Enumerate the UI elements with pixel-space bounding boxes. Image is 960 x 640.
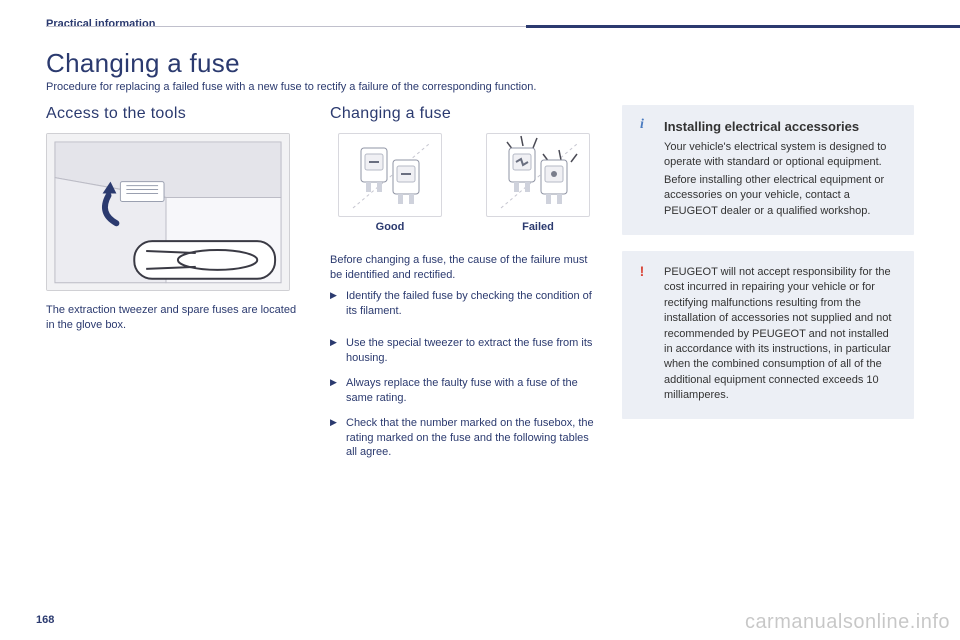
warning-paragraph: PEUGEOT will not accept responsibility f… bbox=[664, 265, 898, 404]
fuse-comparison-row: Good bbox=[330, 133, 598, 233]
fuse-failed-label: Failed bbox=[478, 221, 598, 233]
info-paragraph-1: Your vehicle's electrical system is desi… bbox=[664, 140, 898, 171]
glovebox-illustration bbox=[46, 133, 290, 291]
watermark: carmanualsonline.info bbox=[745, 611, 950, 634]
left-heading: Access to the tools bbox=[46, 105, 306, 123]
info-icon: i bbox=[632, 115, 652, 135]
bullet-extract: Use the special tweezer to extract the f… bbox=[330, 336, 598, 366]
bullet-replace: Always replace the faulty fuse with a fu… bbox=[330, 376, 598, 406]
content-columns: Access to the tools bbox=[46, 105, 914, 470]
mid-heading: Changing a fuse bbox=[330, 105, 598, 123]
page-title: Changing a fuse bbox=[46, 48, 914, 79]
mid-bullet-list-2: Use the special tweezer to extract the f… bbox=[330, 336, 598, 460]
warning-box-responsibility: ! PEUGEOT will not accept responsibility… bbox=[622, 251, 914, 420]
warning-icon: ! bbox=[632, 261, 652, 281]
info-box-accessories: i Installing electrical accessories Your… bbox=[622, 105, 914, 235]
page-number: 168 bbox=[36, 614, 54, 626]
left-caption: The extraction tweezer and spare fuses a… bbox=[46, 303, 306, 333]
header-rule bbox=[46, 25, 960, 28]
column-left: Access to the tools bbox=[46, 105, 306, 470]
mid-intro-para: Before changing a fuse, the cause of the… bbox=[330, 253, 598, 283]
section-eyebrow: Practical information bbox=[46, 18, 914, 30]
fuse-good-label: Good bbox=[330, 221, 450, 233]
bullet-identify: Identify the failed fuse by checking the… bbox=[330, 289, 598, 319]
mid-bullet-list-1: Identify the failed fuse by checking the… bbox=[330, 289, 598, 319]
page-subtitle: Procedure for replacing a failed fuse wi… bbox=[46, 81, 914, 93]
fuse-good-illustration bbox=[338, 133, 442, 217]
glovebox-svg bbox=[47, 134, 289, 291]
fuse-good-block: Good bbox=[330, 133, 450, 233]
info-paragraph-2: Before installing other electrical equip… bbox=[664, 173, 898, 219]
column-right: i Installing electrical accessories Your… bbox=[622, 105, 914, 470]
manual-page: Practical information Changing a fuse Pr… bbox=[0, 0, 960, 640]
column-middle: Changing a fuse bbox=[330, 105, 598, 470]
fuse-failed-block: Failed bbox=[478, 133, 598, 233]
info-heading: Installing electrical accessories bbox=[664, 119, 898, 134]
fuse-failed-illustration bbox=[486, 133, 590, 217]
bullet-check: Check that the number marked on the fuse… bbox=[330, 416, 598, 461]
